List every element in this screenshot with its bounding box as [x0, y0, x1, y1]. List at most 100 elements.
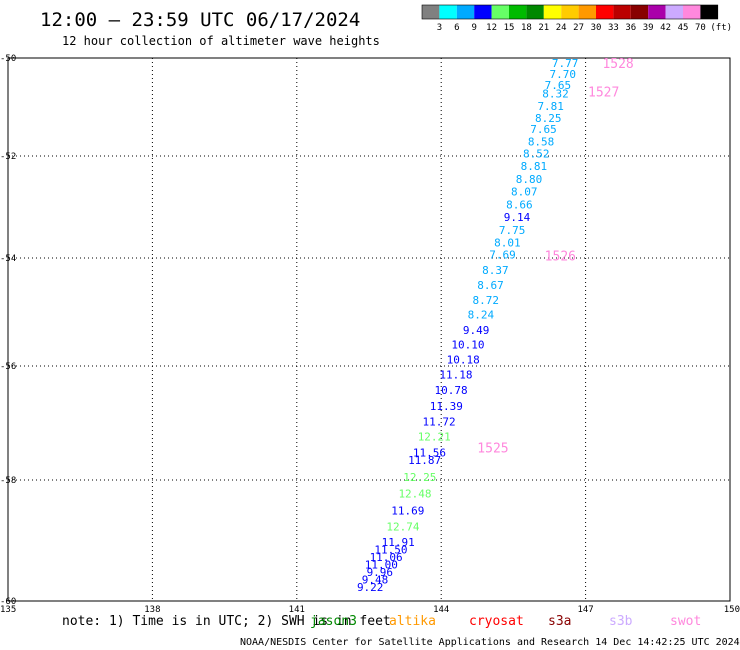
wave-height-label: 8.07: [511, 186, 538, 199]
colorbar-tick-label: 3: [437, 23, 442, 33]
colorbar-swatch: [543, 5, 562, 19]
satellite-legend-swot: swot: [670, 614, 701, 629]
x-tick-label: 144: [433, 605, 449, 615]
colorbar-swatch: [700, 5, 718, 19]
colorbar-swatch: [474, 5, 492, 19]
colorbar-tick-label: 30: [591, 23, 602, 33]
chart-title: 12:00 — 23:59 UTC 06/17/2024: [40, 9, 360, 31]
wave-height-label: 11.91: [382, 536, 415, 549]
satellite-legend-cryosat: cryosat: [469, 614, 524, 629]
wave-height-label: 11.39: [430, 400, 463, 413]
grid-lines: [8, 58, 730, 601]
pass-number-label: 1528: [602, 57, 633, 72]
footer-credit: NOAA/NESDIS Center for Satellite Applica…: [240, 637, 740, 648]
wave-height-label: 8.32: [542, 87, 569, 100]
wave-height-label: 11.56: [413, 447, 446, 460]
wave-height-label: 12.21: [418, 431, 451, 444]
colorbar-tick-label: 70: [695, 23, 706, 33]
colorbar-swatch: [456, 5, 475, 19]
wave-height-label: 11.00: [365, 558, 398, 571]
wave-height-label: 9.48: [362, 574, 389, 587]
satellite-legend-s3a: s3a: [548, 614, 571, 629]
colorbar-swatch: [665, 5, 683, 19]
wave-height-label: 9.96: [367, 566, 394, 579]
colorbar-swatch: [526, 5, 544, 19]
colorbar-swatch: [613, 5, 631, 19]
colorbar-tick-label: 42: [660, 23, 671, 33]
x-tick-label: 150: [724, 605, 740, 615]
colorbar-swatch: [578, 5, 596, 19]
x-axis: 135 138 141 144 147 150: [0, 605, 740, 615]
wave-height-label: 11.50: [374, 543, 407, 556]
pass-number-label: 1526: [545, 249, 576, 264]
pass-number-label: 1527: [588, 85, 619, 100]
y-tick-label: -54: [0, 254, 16, 264]
y-tick-label: -50: [0, 54, 16, 64]
wave-height-label: 8.72: [472, 294, 499, 307]
wave-height-label: 8.80: [516, 173, 543, 186]
wave-height-label: 9.14: [504, 211, 531, 224]
wave-height-label: 11.69: [391, 504, 424, 517]
wave-height-label: 7.69: [489, 248, 516, 261]
wave-height-label: 11.72: [423, 415, 456, 428]
wave-height-label: 7.75: [499, 224, 526, 237]
wave-height-label: 8.25: [535, 112, 562, 125]
wave-height-label: 11.87: [408, 454, 441, 467]
x-tick-label: 138: [144, 605, 160, 615]
y-tick-label: -52: [0, 152, 16, 162]
satellite-legend-s3b: s3b: [609, 614, 633, 629]
wave-height-label: 12.25: [403, 471, 436, 484]
colorbar-tick-label: 6: [454, 23, 459, 33]
wave-height-label: 10.10: [451, 338, 484, 351]
wave-height-label: 7.70: [549, 68, 576, 81]
wave-height-label: 10.18: [447, 354, 480, 367]
satellite-legend: jason3 altika cryosat s3a s3b swot: [310, 614, 701, 629]
wave-height-label: 12.74: [386, 521, 419, 534]
pass-number-label: 1525: [477, 442, 508, 457]
colorbar-tick-label: 24: [556, 23, 567, 33]
colorbar-tick-label: 36: [625, 23, 636, 33]
y-tick-label: -60: [0, 597, 16, 607]
wave-height-label: 7.65: [530, 123, 557, 136]
x-tick-label: 135: [0, 605, 16, 615]
colorbar-swatch: [491, 5, 509, 19]
wave-height-label: 8.52: [523, 148, 550, 161]
wave-height-label: 8.24: [468, 309, 495, 322]
wave-height-label: 9.49: [463, 324, 490, 337]
colorbar-tick-label: 21: [538, 23, 549, 33]
wave-height-label: 8.01: [494, 237, 521, 250]
wave-height-labels: 7.777.707.658.327.818.257.658.588.528.81…: [357, 57, 578, 594]
wave-height-label: 11.06: [370, 551, 403, 564]
wave-height-label: 7.65: [545, 79, 572, 92]
y-axis: -50 -52 -54 -56 -58 -60: [0, 54, 16, 607]
colorbar-tick-label: 33: [608, 23, 619, 33]
plot-area: [7, 57, 731, 602]
wave-height-label: 12.48: [398, 487, 431, 500]
colorbar-swatch: [422, 5, 440, 19]
colorbar-tick-label: 39: [643, 23, 654, 33]
colorbar-swatch: [648, 5, 666, 19]
colorbar-swatch: [630, 5, 649, 19]
colorbar-swatch: [596, 5, 614, 19]
colorbar-tick-label: 45: [678, 23, 689, 33]
wave-height-label: 8.37: [482, 264, 509, 277]
pass-labels: 1528 1527 1526 1525: [477, 57, 633, 457]
y-tick-label: -56: [0, 362, 16, 372]
satellite-legend-jason3: jason3: [310, 614, 357, 629]
wave-height-label: 11.18: [439, 369, 472, 382]
colorbar-unit: (ft): [710, 23, 732, 33]
wave-height-label: 8.67: [477, 279, 504, 292]
wave-height-label: 10.78: [435, 384, 468, 397]
colorbar-swatch: [439, 5, 457, 19]
y-tick-label: -58: [0, 476, 16, 486]
colorbar-swatch: [509, 5, 527, 19]
wave-height-label: 8.81: [521, 160, 548, 173]
wave-height-label: 7.77: [552, 57, 579, 70]
x-tick-label: 147: [577, 605, 593, 615]
wave-height-label: 8.58: [528, 135, 555, 148]
colorbar-tick-label: 18: [521, 23, 532, 33]
colorbar-tick-label: 12: [486, 23, 497, 33]
colorbar-tick-label: 15: [504, 23, 515, 33]
chart-subtitle: 12 hour collection of altimeter wave hei…: [62, 34, 380, 48]
